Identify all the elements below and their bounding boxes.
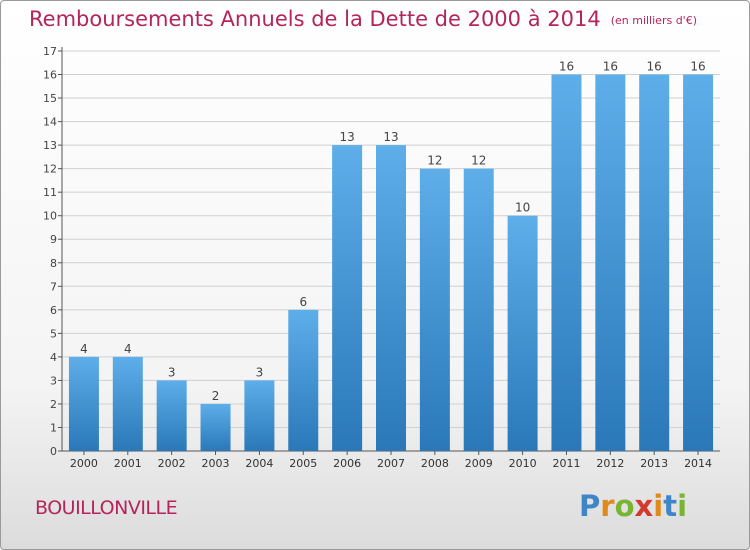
data-label: 6 — [299, 295, 307, 309]
y-tick-label: 12 — [43, 163, 57, 176]
bar — [156, 380, 187, 451]
chart-title: Remboursements Annuels de la Dette de 20… — [29, 7, 697, 31]
x-tick-label: 2012 — [596, 457, 624, 470]
y-tick-label: 17 — [43, 45, 57, 58]
logo-letter: o — [614, 489, 635, 523]
y-tick-label: 5 — [50, 327, 57, 340]
y-tick-label: 6 — [50, 304, 57, 317]
data-label: 3 — [256, 365, 264, 379]
x-tick-label: 2001 — [114, 457, 142, 470]
x-tick-label: 2006 — [333, 457, 361, 470]
logo-letter: i — [677, 489, 688, 523]
y-tick-label: 1 — [50, 421, 57, 434]
bar — [112, 356, 143, 451]
bar — [639, 74, 670, 451]
bar — [463, 168, 494, 451]
data-labels: 4 4 3 2 3 6 13 13 12 12 10 16 16 16 16 — [80, 60, 706, 403]
bar — [244, 380, 275, 451]
x-tick-labels: 2000 2001 2002 2003 2004 2005 2006 2007 2008 2009… — [70, 457, 712, 470]
bar — [68, 356, 99, 451]
y-tick-label: 8 — [50, 257, 57, 270]
bar — [551, 74, 582, 451]
y-tick-label: 3 — [50, 374, 57, 387]
x-tick-label: 2009 — [465, 457, 493, 470]
bar — [288, 309, 319, 451]
data-label: 12 — [427, 154, 442, 168]
data-label: 16 — [603, 60, 618, 74]
y-tick-label: 0 — [50, 445, 57, 458]
logo-letter: P — [579, 489, 601, 523]
bars — [68, 74, 714, 451]
commune-name: BOUILLONVILLE — [35, 497, 178, 519]
logo-letter: t — [663, 489, 678, 523]
data-label: 12 — [471, 154, 486, 168]
data-label: 10 — [515, 201, 530, 215]
bar — [595, 74, 626, 451]
x-tick-label: 2007 — [377, 457, 405, 470]
logo-letter: r — [600, 489, 615, 523]
data-label: 13 — [383, 130, 398, 144]
y-tick-label: 11 — [43, 186, 57, 199]
y-tick-label: 13 — [43, 139, 57, 152]
y-tick-label: 15 — [43, 92, 57, 105]
bar — [376, 145, 406, 451]
proxiti-logo[interactable]: Proxiti — [579, 489, 687, 523]
chart-units: (en milliers d'€) — [610, 13, 697, 27]
data-label: 4 — [124, 342, 132, 356]
bar — [332, 145, 363, 451]
x-tick-label: 2013 — [640, 457, 668, 470]
chart-title-text: Remboursements Annuels de la Dette de 20… — [29, 7, 601, 31]
y-tick-label: 16 — [43, 69, 57, 82]
data-label: 4 — [80, 342, 88, 356]
logo-letter: x — [634, 489, 654, 523]
bar — [419, 168, 450, 451]
data-label: 3 — [168, 365, 176, 379]
bar — [507, 215, 538, 451]
y-tick-label: 7 — [50, 280, 57, 293]
x-tick-label: 2010 — [509, 457, 537, 470]
bar — [683, 74, 714, 451]
data-label: 2 — [212, 389, 220, 403]
x-tick-label: 2004 — [245, 457, 273, 470]
logo-letter: i — [653, 489, 664, 523]
x-tick-label: 2003 — [202, 457, 230, 470]
y-tick-label: 10 — [43, 210, 57, 223]
x-tick-label: 2005 — [289, 457, 317, 470]
bar — [200, 403, 231, 451]
data-label: 16 — [690, 60, 705, 74]
data-label: 16 — [647, 60, 662, 74]
x-tick-label: 2011 — [552, 457, 580, 470]
data-label: 13 — [339, 130, 354, 144]
y-tick-label: 14 — [43, 116, 57, 129]
x-tick-label: 2000 — [70, 457, 98, 470]
x-tick-label: 2002 — [158, 457, 186, 470]
y-tick-label: 9 — [50, 233, 57, 246]
y-tick-label: 2 — [50, 398, 57, 411]
x-tick-label: 2014 — [684, 457, 712, 470]
x-tick-label: 2008 — [421, 457, 449, 470]
y-tick-label: 4 — [50, 351, 57, 364]
data-label: 16 — [559, 60, 574, 74]
